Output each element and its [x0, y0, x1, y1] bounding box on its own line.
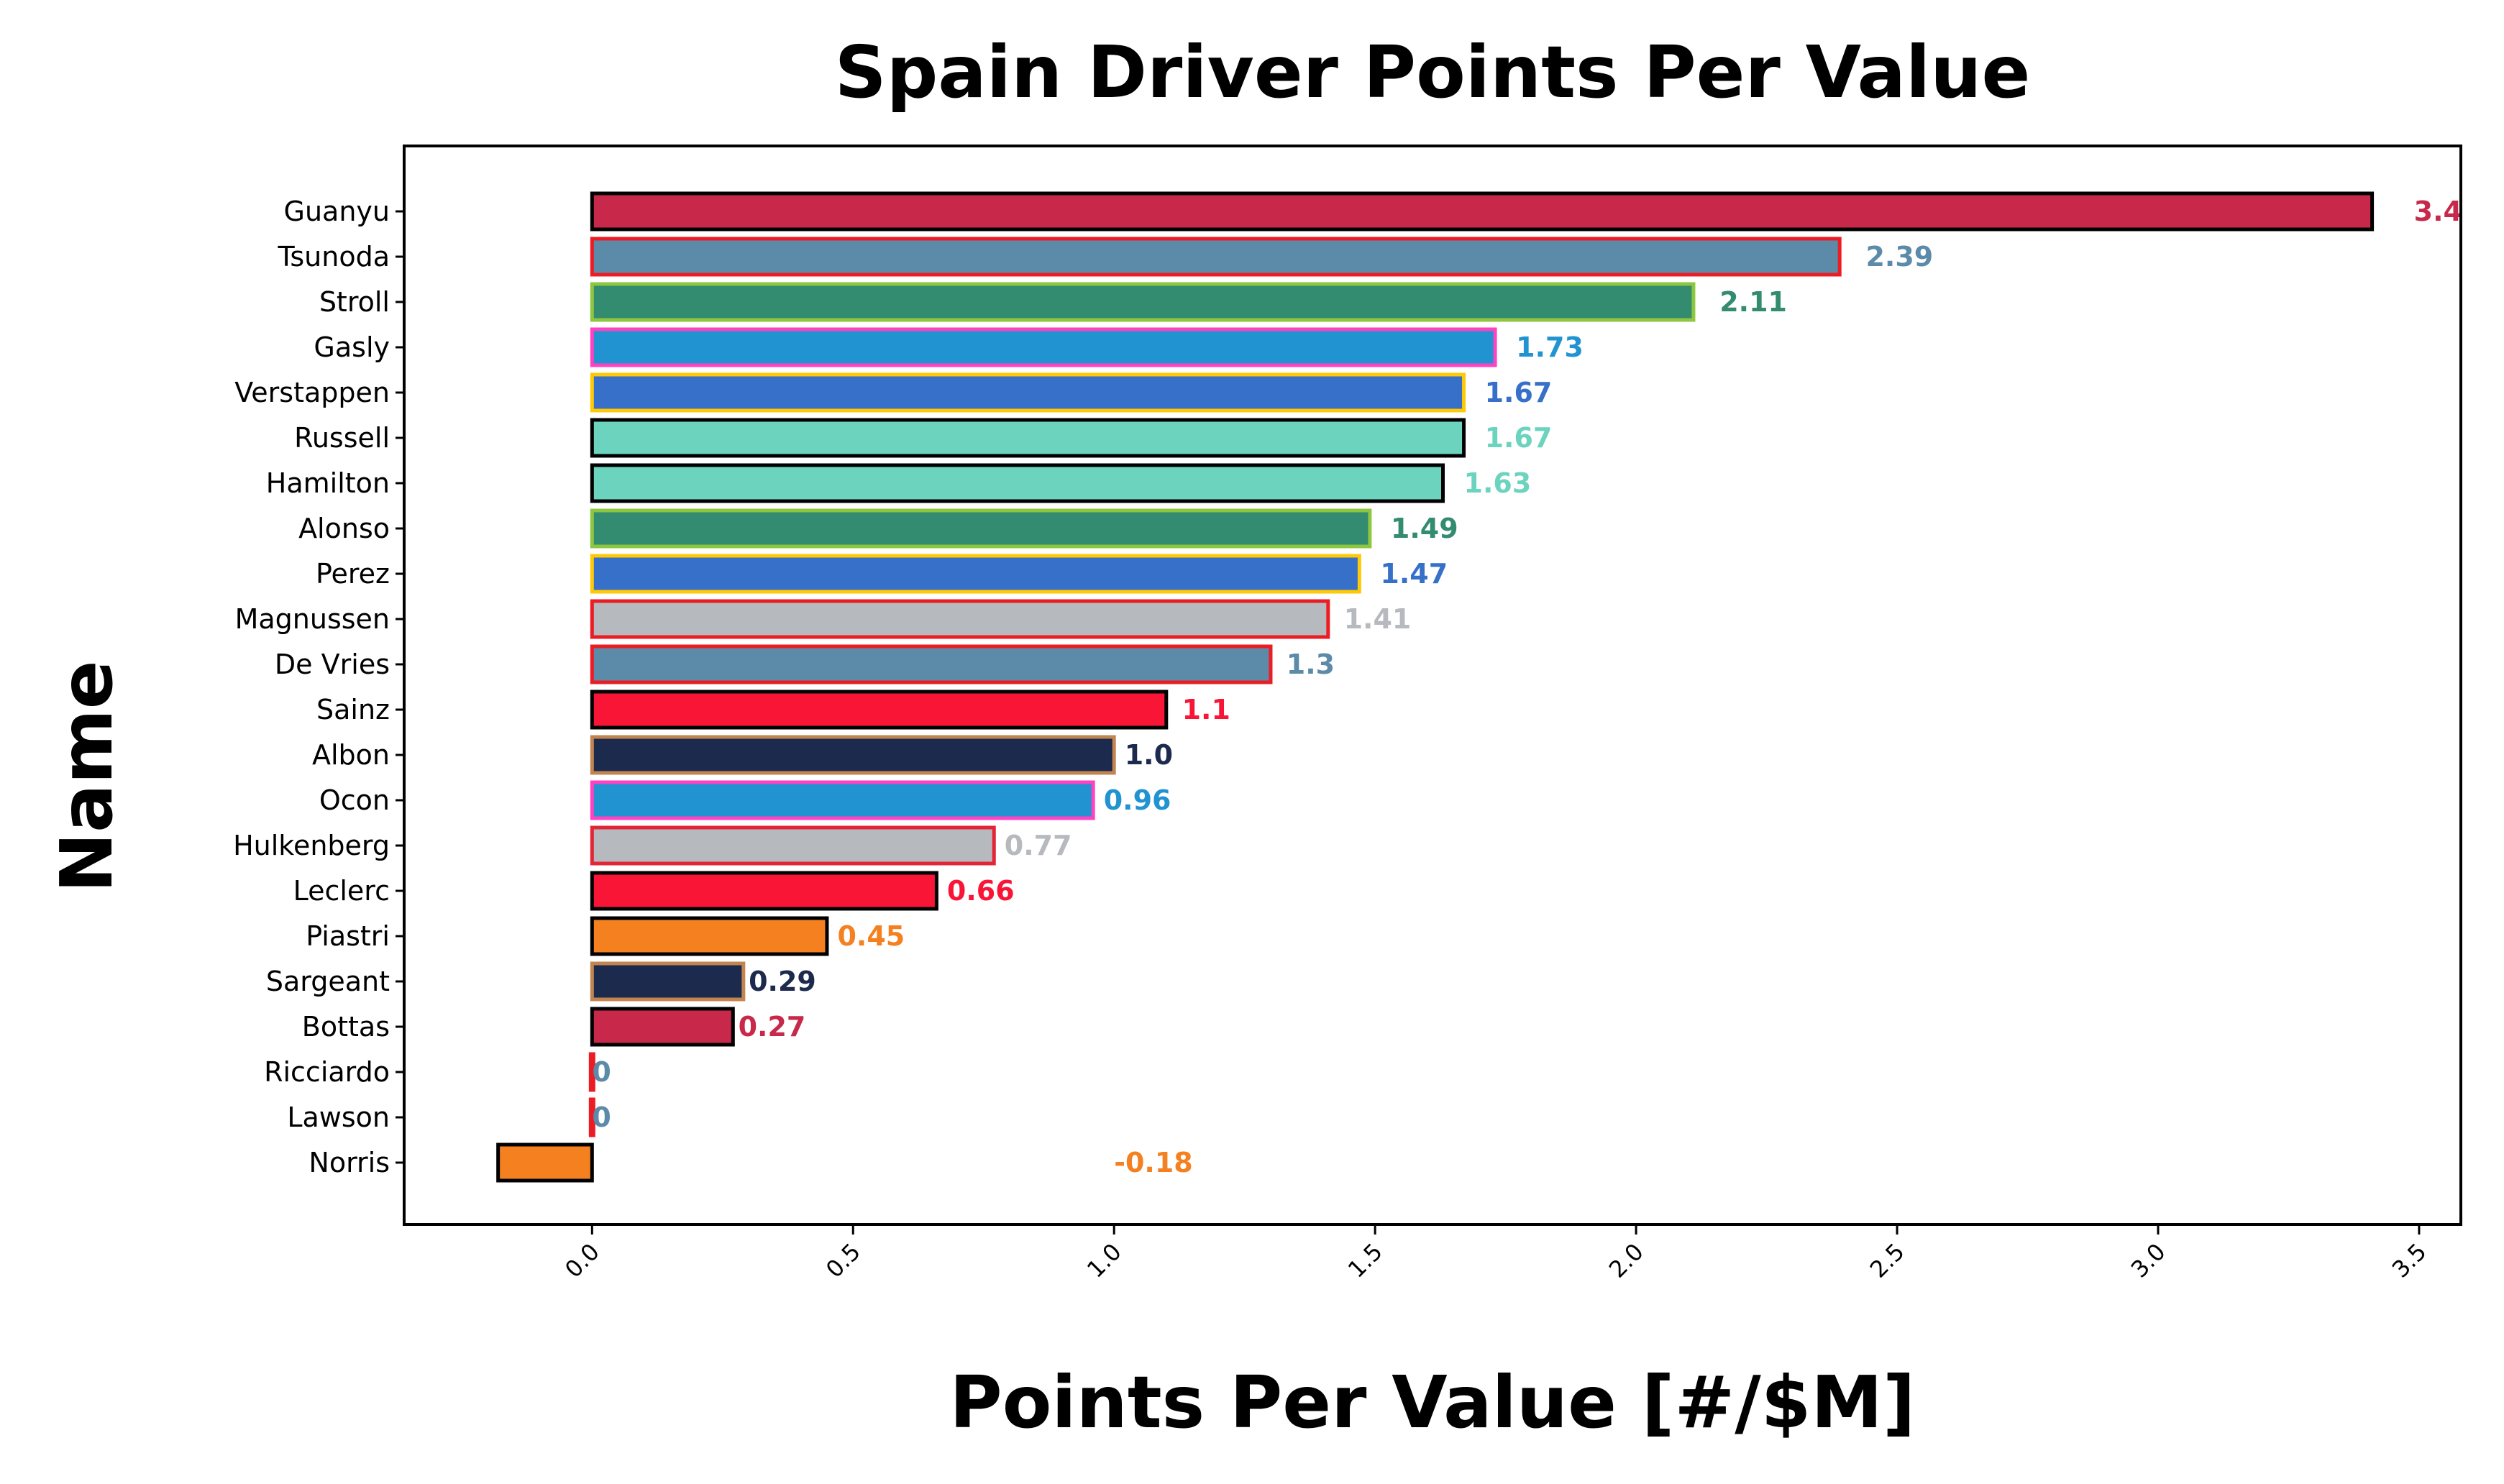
plot-frame [403, 145, 2462, 1226]
y-tick-label: Piastri [306, 920, 390, 952]
value-label-russell: 1.67 [1485, 422, 1553, 454]
value-label-stroll: 2.11 [1719, 286, 1787, 318]
y-tick-label: Sargeant [266, 966, 390, 997]
value-label-ocon: 0.96 [1104, 784, 1171, 816]
y-tick-label: Russell [294, 422, 390, 454]
bar-ricciardo [588, 1052, 595, 1092]
bar-perez [590, 554, 1361, 594]
y-tick-label: Sainz [316, 694, 390, 725]
bar-stroll [590, 282, 1696, 322]
bars-layer [496, 191, 2375, 1183]
bar-alonso [590, 508, 1372, 549]
bar-hulkenberg [590, 825, 996, 866]
bar-tsunoda [590, 237, 1842, 277]
y-tick-label: Bottas [302, 1011, 390, 1043]
bar-guanyu [590, 191, 2375, 232]
bar-de-vries [590, 644, 1273, 684]
y-tick-label: Perez [316, 558, 390, 590]
chart-title: Spain Driver Points Per Value [835, 30, 2031, 114]
bar-sargeant [590, 961, 746, 1002]
y-tick-label: Stroll [319, 286, 390, 318]
value-label-alonso: 1.49 [1391, 513, 1458, 544]
y-tick-label: Magnussen [235, 603, 390, 635]
value-label-albon: 1.0 [1125, 739, 1173, 771]
y-tick-label: Alonso [298, 513, 390, 544]
value-label-norris: -0.18 [1114, 1147, 1193, 1178]
value-label-lawson: 0 [592, 1101, 611, 1133]
y-tick-label: Norris [309, 1147, 390, 1178]
value-label-magnussen: 1.41 [1344, 603, 1412, 635]
bar-gasly [590, 327, 1497, 367]
value-label-piastri: 0.45 [837, 920, 905, 952]
value-label-hamilton: 1.63 [1464, 467, 1532, 499]
bar-norris [496, 1142, 594, 1183]
value-label-tsunoda: 2.39 [1865, 241, 1933, 272]
bar-magnussen [590, 599, 1330, 639]
value-label-ricciardo: 0 [592, 1056, 611, 1088]
y-tick-label: Leclerc [293, 875, 390, 907]
y-tick-label: Ocon [319, 784, 390, 816]
bar-leclerc [590, 871, 938, 911]
bar-russell [590, 418, 1466, 458]
value-label-sainz: 1.1 [1182, 694, 1230, 725]
y-tick-label: Verstappen [234, 377, 390, 408]
x-axis-label: Points Per Value [#/$M] [949, 1360, 1915, 1444]
bar-verstappen [590, 372, 1466, 413]
y-tick-label: Ricciardo [264, 1056, 390, 1088]
y-tick-label: Albon [312, 739, 390, 771]
value-labels-layer: 3.4 2.39 2.11 1.73 1.67 1.67 1.631.49 1.47 1.41 1… [592, 196, 2462, 1178]
y-axis-label: Name [45, 660, 129, 892]
value-label-sargeant: 0.29 [749, 966, 816, 997]
y-tick-label: De Vries [275, 649, 390, 680]
value-label-gasly: 1.73 [1516, 331, 1584, 363]
value-label-perez: 1.47 [1380, 558, 1448, 590]
value-label-hulkenberg: 0.77 [1005, 830, 1072, 861]
y-tick-label: Hamilton [266, 467, 390, 499]
bar-lawson [588, 1097, 595, 1137]
value-label-guanyu: 3.4 [2414, 196, 2462, 227]
bar-albon [590, 735, 1116, 775]
y-ticks-layer: Guanyu Tsunoda Stroll Gasly Verstappen Russel… [233, 196, 404, 1178]
bar-bottas [590, 1007, 735, 1047]
bar-sainz [590, 690, 1169, 730]
y-tick-label: Lawson [287, 1101, 390, 1133]
y-tick-label: Gasly [314, 331, 390, 363]
bar-hamilton [590, 463, 1445, 503]
bar-ocon [590, 780, 1095, 820]
value-label-bottas: 0.27 [739, 1011, 806, 1043]
y-tick-label: Hulkenberg [233, 830, 390, 861]
value-label-de-vries: 1.3 [1287, 649, 1335, 680]
value-label-leclerc: 0.66 [947, 875, 1015, 907]
y-tick-label: Guanyu [284, 196, 390, 227]
value-label-verstappen: 1.67 [1485, 377, 1553, 408]
bar-piastri [590, 916, 829, 956]
y-tick-label: Tsunoda [277, 241, 390, 272]
